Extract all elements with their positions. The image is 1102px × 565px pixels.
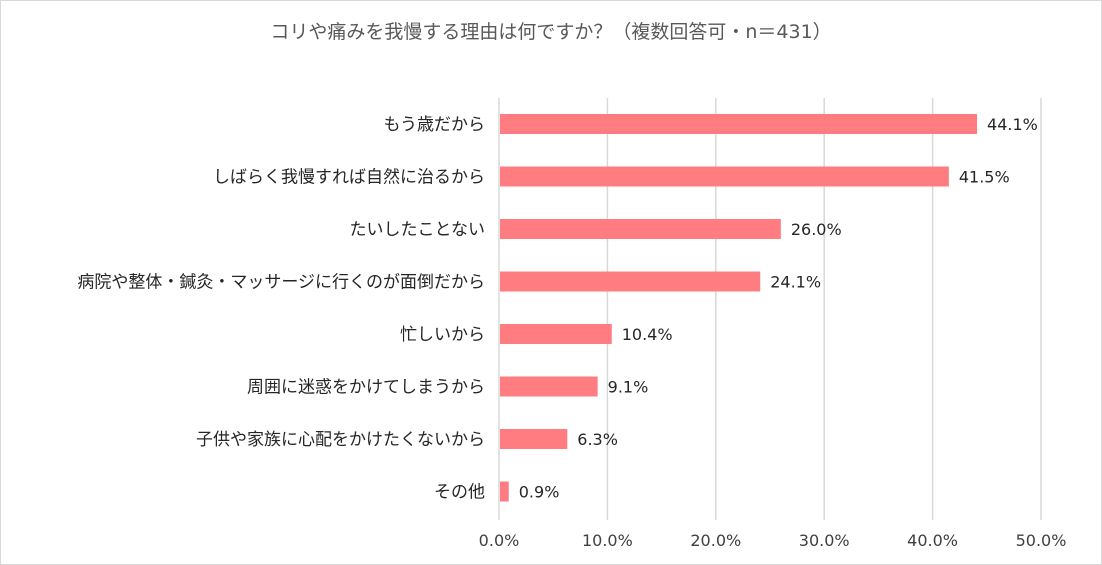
data-label: 44.1% — [987, 115, 1038, 134]
bar — [500, 271, 761, 292]
data-label: 9.1% — [608, 378, 649, 397]
category-label: しばらく我慢すれば自然に治るから — [213, 167, 485, 188]
chart-title: コリや痛みを我慢する理由は何ですか？（複数回答可・n＝431） — [270, 21, 831, 43]
x-tick-label: 0.0% — [479, 531, 520, 550]
bar — [500, 114, 978, 134]
bar — [500, 481, 509, 502]
category-label: 忙しいから — [400, 325, 485, 345]
bar — [500, 324, 612, 344]
category-label: 病院や整体・鍼灸・マッサージに行くのが面倒だから — [77, 273, 485, 293]
gridlines — [498, 98, 1042, 520]
data-label: 24.1% — [770, 273, 821, 292]
category-labels: もう歳だからしばらく我慢すれば自然に治るからたいしたことない病院や整体・鍼灸・マ… — [77, 115, 485, 503]
x-tick-label: 40.0% — [907, 531, 958, 550]
x-tick-label: 20.0% — [690, 531, 741, 550]
bar — [500, 166, 949, 187]
category-label: もう歳だから — [384, 115, 486, 135]
category-label: 子供や家族に心配をかけたくないから — [196, 430, 485, 450]
data-label: 26.0% — [791, 220, 842, 239]
x-tick-label: 50.0% — [1016, 531, 1067, 550]
data-label: 0.9% — [519, 483, 560, 502]
category-label: たいしたことない — [350, 220, 486, 240]
category-label: 周囲に迷惑をかけてしまうから — [247, 378, 485, 398]
data-label: 10.4% — [622, 325, 673, 344]
data-label: 6.3% — [577, 430, 618, 449]
bars: 44.1% 41.5% 26.0% 24.1% 10.4% 9.1% 6.3% 0.9% — [500, 114, 1038, 502]
bar — [500, 219, 781, 239]
category-label: その他 — [434, 483, 485, 503]
x-axis-ticks: 0.0% 10.0% 20.0% 30.0% 40.0% 50.0% — [479, 531, 1067, 550]
x-tick-label: 30.0% — [799, 531, 850, 550]
data-label: 41.5% — [959, 168, 1010, 187]
bar — [500, 376, 598, 397]
x-tick-label: 10.0% — [582, 531, 633, 550]
bar — [500, 429, 568, 449]
